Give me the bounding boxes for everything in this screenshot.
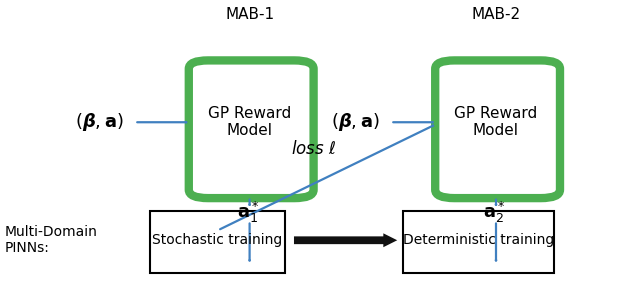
Text: $\mathbf{a}_1^*$: $\mathbf{a}_1^*$ xyxy=(237,200,260,225)
Text: GP Reward
Model: GP Reward Model xyxy=(208,106,291,139)
FancyBboxPatch shape xyxy=(403,211,554,273)
FancyBboxPatch shape xyxy=(150,211,285,273)
Text: Multi-Domain
PINNs:: Multi-Domain PINNs: xyxy=(5,225,98,255)
Text: loss $\ell$: loss $\ell$ xyxy=(291,140,336,158)
Text: $\mathbf{a}_2^*$: $\mathbf{a}_2^*$ xyxy=(483,200,506,225)
Text: Stochastic training: Stochastic training xyxy=(152,233,283,247)
Text: $(\boldsymbol{\beta}, \mathbf{a})$: $(\boldsymbol{\beta}, \mathbf{a})$ xyxy=(331,111,380,133)
Text: MAB-1: MAB-1 xyxy=(225,7,274,22)
Text: Deterministic training: Deterministic training xyxy=(403,233,554,247)
FancyBboxPatch shape xyxy=(189,60,314,198)
Text: GP Reward
Model: GP Reward Model xyxy=(454,106,538,139)
FancyBboxPatch shape xyxy=(435,60,560,198)
Text: MAB-2: MAB-2 xyxy=(472,7,520,22)
Text: $(\boldsymbol{\beta}, \mathbf{a})$: $(\boldsymbol{\beta}, \mathbf{a})$ xyxy=(75,111,124,133)
